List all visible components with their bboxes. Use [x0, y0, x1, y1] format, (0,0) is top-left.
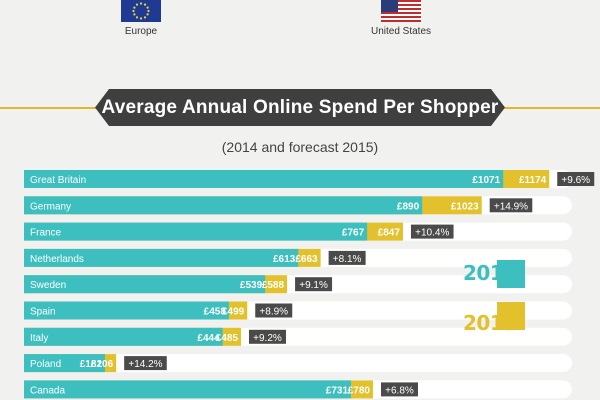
legend-2015-swatch	[497, 302, 525, 330]
growth-badge	[124, 356, 167, 371]
growth-label: +9.1%	[299, 280, 328, 291]
growth-badge	[248, 329, 286, 344]
category-label: France	[30, 228, 62, 239]
growth-badge	[489, 198, 533, 213]
value-label-2014: £458	[204, 307, 227, 318]
value-label-2015: £1174	[519, 175, 547, 186]
growth-badge	[410, 224, 454, 239]
value-label-2014: £444	[197, 333, 220, 344]
growth-badge	[380, 382, 418, 397]
category-label: Spain	[30, 307, 56, 318]
value-label-2014: £613	[273, 254, 296, 265]
growth-label: +9.6%	[561, 175, 590, 186]
growth-label: +14.9%	[494, 201, 528, 212]
bar-2014	[24, 301, 229, 320]
us-flag-icon	[381, 0, 421, 22]
category-label: Great Britain	[30, 175, 86, 186]
category-label: Sweden	[30, 280, 66, 291]
value-label-2015: £1023	[451, 201, 479, 212]
growth-badge	[328, 250, 366, 265]
value-label-2014: £1071	[472, 175, 500, 186]
bar-2014	[24, 380, 352, 399]
value-label-2015: £499	[222, 307, 245, 318]
bar-2014	[24, 327, 223, 346]
us-canton	[381, 0, 398, 12]
category-label: Netherlands	[30, 254, 84, 265]
bar-2014	[24, 196, 423, 215]
value-label-2014: £890	[397, 201, 420, 212]
growth-label: +9.2%	[253, 333, 282, 344]
bar-2014	[24, 222, 368, 241]
value-label-2015: £780	[348, 385, 371, 396]
category-label: Poland	[30, 359, 61, 370]
value-label-2014: £539	[240, 280, 263, 291]
value-label-2015: £485	[216, 333, 239, 344]
growth-label: +10.4%	[415, 228, 449, 239]
growth-label: +8.9%	[259, 307, 288, 318]
bar-2014	[24, 354, 105, 373]
title-banner: Average Annual Online Spend Per Shopper	[95, 89, 505, 126]
category-label: Canada	[30, 385, 65, 396]
bar-chart: Great Britain £1071 £1174 +9.6% Germany £890 £…	[24, 170, 595, 399]
value-label-2015: £588	[262, 280, 285, 291]
europe-label: Europe	[124, 26, 158, 37]
growth-label: +6.8%	[385, 385, 414, 396]
value-label-2014: £731	[326, 385, 349, 396]
united-states-label: United States	[370, 26, 432, 37]
bar-2014	[24, 170, 504, 188]
bar-2014	[24, 248, 299, 267]
eu-stars-icon	[132, 2, 150, 20]
title-banner-shape	[95, 89, 505, 126]
chart-title: Average Annual Online Spend Per Shopper	[101, 97, 499, 118]
value-label-2014: £181	[80, 359, 103, 370]
growth-badge	[557, 172, 595, 186]
legend-2014-swatch	[497, 260, 525, 288]
bar-2014	[24, 275, 266, 294]
europe-flag-icon	[121, 0, 161, 22]
value-label-2015: £663	[295, 254, 318, 265]
value-label-2014: £767	[342, 228, 365, 239]
category-label: Germany	[30, 201, 71, 212]
value-label-2015: £847	[378, 228, 401, 239]
category-label: Italy	[30, 333, 48, 344]
growth-badge	[255, 303, 293, 318]
chart-subtitle: (2014 and forecast 2015)	[221, 139, 379, 155]
value-label-2015: £206	[91, 359, 114, 370]
growth-label: +8.1%	[333, 254, 362, 265]
growth-badge	[295, 277, 333, 292]
growth-label: +14.2%	[128, 359, 162, 370]
